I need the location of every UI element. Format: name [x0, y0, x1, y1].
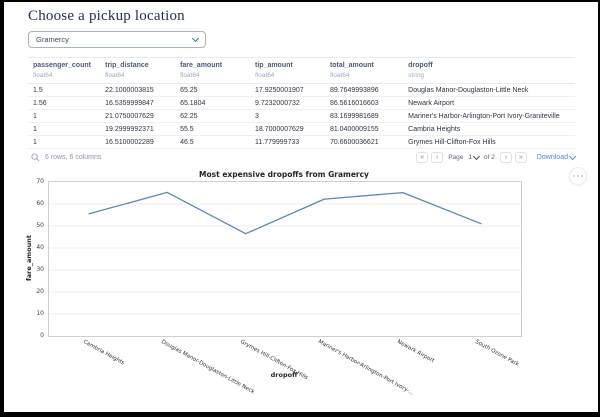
frame-border-left: [0, 0, 4, 417]
column-header-fare_amount[interactable]: fare_amount float64: [180, 57, 255, 84]
chart-title: Most expensive dropoffs from Gramercy: [199, 170, 369, 179]
y-tick-label: 60: [36, 199, 44, 207]
table-cell: Douglas Manor-Douglaston-Little Neck: [408, 83, 575, 97]
dots-icon: [573, 175, 575, 177]
first-page-button[interactable]: «: [416, 151, 429, 163]
chart-x-axis-label: dropoff: [270, 371, 298, 379]
table-cell: 65.25: [180, 83, 255, 97]
page-title: Choose a pickup location: [28, 8, 185, 24]
chevron-down-icon: [191, 34, 200, 43]
page-label: Page: [448, 153, 464, 161]
chevron-down-icon: [568, 152, 577, 160]
table-cell: Mariner's Harbor-Arlington-Port Ivory-Gr…: [408, 109, 575, 123]
column-header-total_amount[interactable]: total_amount float64: [329, 57, 409, 84]
table-cell: 22.1000003815: [105, 83, 181, 97]
table-row: 1.56 16.5359999847 65.1804 9.7232000732 86.5…: [28, 96, 575, 110]
frame-border-right: [598, 0, 600, 417]
table-cell: 21.0750007629: [105, 109, 181, 123]
column-header-trip_distance[interactable]: trip_distance float64: [105, 57, 181, 84]
table-body: 1.5 22.1000003815 65.25 17.9250001907 89.764…: [28, 83, 575, 149]
y-tick-label: 10: [36, 309, 44, 317]
pickup-location-select[interactable]: Gramercy: [28, 31, 206, 48]
table-cell: 46.5: [180, 135, 255, 149]
chart-y-ticks: 0 10 20 30 40 50 60 70: [0, 177, 44, 339]
results-table: passenger_count float64 trip_distance float…: [28, 57, 575, 149]
table-header-row: passenger_count float64 trip_distance float…: [28, 57, 575, 84]
table-cell: 55.5: [180, 122, 255, 136]
table-cell: 1: [28, 109, 106, 123]
table-cell: 89.7649993896: [329, 83, 409, 97]
page-total-label: of 2: [484, 153, 495, 161]
next-page-button[interactable]: ›: [499, 151, 512, 163]
table-cell: 62.25: [180, 109, 255, 123]
table-cell: 17.9250001907: [255, 83, 330, 97]
table-cell: 16.5100002289: [105, 135, 181, 149]
frame-border-bottom: [0, 412, 600, 417]
line-chart: [49, 191, 521, 315]
table-cell: Cambria Heights: [408, 122, 575, 136]
y-tick-label: 50: [36, 221, 44, 229]
table-cell: 65.1804: [180, 96, 255, 110]
page-number-select[interactable]: 1: [468, 152, 481, 161]
table-cell: 19.2999992371: [105, 122, 181, 136]
table-cell: 1: [28, 122, 106, 136]
chevron-down-icon: [472, 152, 481, 160]
y-tick-label: 20: [36, 287, 44, 295]
chart-plot-area: [48, 181, 522, 337]
prev-page-button[interactable]: ‹: [431, 151, 444, 163]
table-row: 1 16.5100002289 46.5 11.779999733 70.6600036…: [28, 135, 575, 149]
table-cell: 11.779999733: [255, 135, 330, 149]
x-tick-label: South Ozone Park: [474, 339, 521, 368]
table-cell: 83.1699981689: [329, 109, 409, 123]
x-tick-label: Mariner's Harbor-Arlington-Port Ivory-..…: [317, 339, 415, 397]
page-number-value: 1: [468, 153, 473, 161]
cell-options-button[interactable]: [569, 167, 587, 185]
table-row: 1.5 22.1000003815 65.25 17.9250001907 89.764…: [28, 83, 575, 97]
table-summary: 6 rows, 6 columns: [45, 153, 102, 161]
table-footer: 6 rows, 6 columns « ‹ Page 1 of 2 › » Do…: [28, 150, 577, 164]
frame-border-top: [0, 0, 600, 2]
x-tick-label: Cambria Heights: [81, 339, 125, 367]
y-tick-label: 30: [36, 265, 44, 273]
x-tick-label: Newark Airport: [395, 339, 435, 365]
pickup-select-value: Gramercy: [36, 35, 69, 44]
table-cell: 70.6600036621: [329, 135, 409, 149]
table-row: 1 21.0750007629 62.25 3 83.1699981689 Mariner…: [28, 109, 575, 123]
y-tick-label: 40: [36, 243, 44, 251]
download-button[interactable]: Download: [536, 152, 577, 161]
table-cell: 1.5: [28, 83, 106, 97]
table-cell: 1: [28, 135, 106, 149]
last-page-button[interactable]: »: [514, 151, 527, 163]
table-cell: 18.7000007629: [255, 122, 330, 136]
column-header-passenger_count[interactable]: passenger_count float64: [28, 57, 106, 84]
x-tick-label: Douglas Manor-Douglaston-Little Neck: [160, 339, 256, 396]
table-cell: 86.5616016603: [329, 96, 409, 110]
search-icon[interactable]: [31, 152, 40, 162]
y-tick-label: 0: [40, 331, 44, 339]
table-row: 1 19.2999992371 55.5 18.7000007629 81.040000…: [28, 122, 575, 136]
table-cell: 1.56: [28, 96, 106, 110]
table-cell: 9.7232000732: [255, 96, 330, 110]
table-cell: Newark Airport: [408, 96, 575, 110]
column-header-tip_amount[interactable]: tip_amount float64: [255, 57, 330, 84]
table-cell: 3: [255, 109, 330, 123]
column-header-dropoff[interactable]: dropoff string: [408, 57, 575, 84]
table-cell: Grymes Hill-Clifton-Fox Hills: [408, 135, 575, 149]
table-cell: 81.0400009155: [329, 122, 409, 136]
table-cell: 16.5359999847: [105, 96, 181, 110]
download-label: Download: [536, 153, 568, 161]
y-tick-label: 70: [36, 177, 44, 185]
